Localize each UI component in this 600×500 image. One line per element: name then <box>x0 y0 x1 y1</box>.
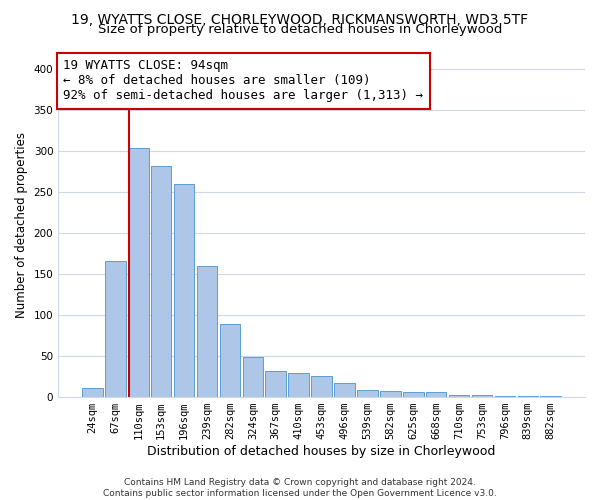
Bar <box>128 148 149 396</box>
Text: 19, WYATTS CLOSE, CHORLEYWOOD, RICKMANSWORTH, WD3 5TF: 19, WYATTS CLOSE, CHORLEYWOOD, RICKMANSW… <box>71 12 529 26</box>
Bar <box>449 395 469 396</box>
Bar <box>380 391 401 396</box>
Bar <box>242 358 263 397</box>
Bar <box>311 376 332 396</box>
Text: Size of property relative to detached houses in Chorleywood: Size of property relative to detached ho… <box>98 24 502 36</box>
Bar <box>289 373 309 396</box>
Bar <box>220 324 240 396</box>
Y-axis label: Number of detached properties: Number of detached properties <box>15 132 28 318</box>
Bar <box>174 184 194 396</box>
Bar <box>334 382 355 396</box>
Bar <box>151 166 172 396</box>
Bar <box>105 262 125 396</box>
Text: Contains HM Land Registry data © Crown copyright and database right 2024.
Contai: Contains HM Land Registry data © Crown c… <box>103 478 497 498</box>
Bar <box>82 388 103 396</box>
X-axis label: Distribution of detached houses by size in Chorleywood: Distribution of detached houses by size … <box>148 444 496 458</box>
Bar <box>265 371 286 396</box>
Bar <box>357 390 378 396</box>
Bar <box>426 392 446 396</box>
Bar <box>403 392 424 396</box>
Text: 19 WYATTS CLOSE: 94sqm
← 8% of detached houses are smaller (109)
92% of semi-det: 19 WYATTS CLOSE: 94sqm ← 8% of detached … <box>64 60 424 102</box>
Bar <box>472 395 493 396</box>
Bar <box>197 266 217 396</box>
